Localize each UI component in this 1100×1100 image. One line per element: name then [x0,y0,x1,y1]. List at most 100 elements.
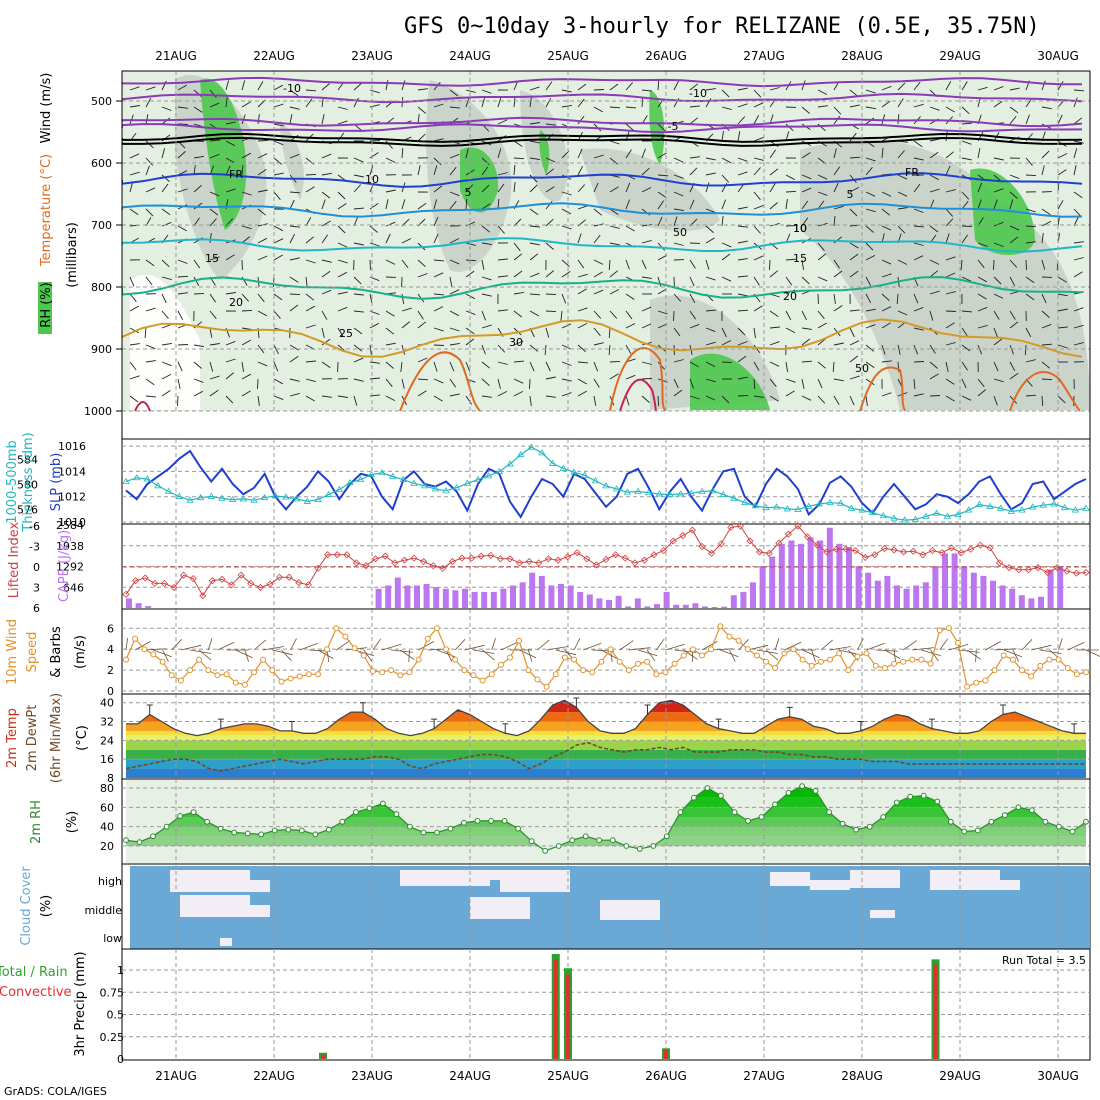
wind-barb [353,378,364,382]
wind-barb [897,310,908,316]
panel-label: Temperature (°C) [39,154,54,267]
cloud-block [250,880,270,892]
thickness-point [207,492,216,499]
wind-barb [929,395,941,397]
wind-barb [209,89,217,98]
wind-barb-10m [482,649,495,661]
wind-barb [145,187,156,193]
thickness-point [1050,500,1058,507]
wind-barb [481,344,486,355]
wind-barb [737,309,749,312]
wind-barb-10m [756,649,778,654]
rh-area [539,130,550,175]
cloud-block [600,900,660,920]
isotherm-warm [859,366,906,412]
wind-barb [737,327,746,336]
wind-barb [1073,89,1085,92]
cape-bar [385,585,392,608]
wind-barb [209,256,220,261]
wind-barb [769,378,777,387]
wind-barb [209,361,214,372]
wind-barb [769,341,780,346]
wind-barb [481,242,492,246]
wind-barb [689,105,700,108]
wind-barb [961,157,972,161]
wind-barb [1025,293,1035,301]
wind-barb [369,322,380,329]
wind-barb [769,87,780,91]
rh-point [420,829,427,836]
li-point [573,549,581,557]
wind-speed-point [881,665,888,671]
wind-barb [577,273,588,278]
rh-point [204,818,211,825]
wind-barb [497,225,505,234]
wind-barb [721,340,732,346]
wind-barb [177,151,186,159]
wind-barb [337,306,348,312]
wind-barb [705,208,716,214]
cape-bar [961,566,968,608]
wind-barb [993,100,1003,108]
panel-label: (%) [39,895,54,918]
temp-tick: 32 [100,716,114,729]
rh-area [130,274,200,410]
wind-barb [737,355,747,363]
wind-barb [417,310,424,320]
wind-barb [913,255,924,261]
cape-bar [673,604,680,608]
wind-barb [625,123,634,131]
wind-barb [977,378,985,388]
wind-barb [577,115,585,125]
cape-bar [625,606,632,608]
wind-barb-10m [966,649,982,660]
temp-tick: 8 [107,772,114,785]
panel-label: Speed [25,632,40,673]
li-point [458,554,466,562]
wind-barb [721,276,732,282]
top-date-label: 21AUG [155,49,197,63]
wind-barb [177,378,181,389]
thickness-point [826,498,834,506]
wind-speed-point [333,625,340,632]
rh-point [596,837,603,844]
wind-barb [369,152,379,159]
wind-barb [657,310,668,315]
wind-barb [737,171,748,176]
wind-speed-point [900,658,907,665]
wind-barb [865,191,876,197]
wind-barb [321,395,332,398]
wind-barb [321,259,332,263]
wind-barb [673,191,684,197]
rh-point [772,801,778,808]
li-point [295,579,303,587]
wind-barb [961,327,968,337]
li-point [1053,564,1061,572]
top-date-label: 30AUG [1037,49,1079,63]
li-point [948,544,956,552]
wind-barb [545,327,550,338]
wind-barb [593,106,603,113]
thickness-point [303,497,312,504]
wind-barb [305,293,315,301]
thickness-point [527,443,536,450]
wind-barb [945,272,956,278]
cape-bar [481,591,488,608]
wind-barb [1009,199,1014,210]
wind-barb [737,293,748,297]
wind-barb [241,390,251,397]
wind-speed-point [1019,667,1025,674]
wind-barb [945,165,951,176]
precip-tick: 0 [117,1053,124,1066]
wind-barb [321,191,331,199]
wind-barb [913,393,924,397]
wind-barb [577,378,587,385]
wind-barb [481,157,490,166]
wind-barb [417,133,426,142]
wind-barb [305,378,316,383]
wind-barb [337,327,344,337]
cape-bar [990,580,996,608]
wind-barb-10m [811,649,816,662]
wind-speed-point [744,646,751,653]
wind-barb [561,361,572,366]
